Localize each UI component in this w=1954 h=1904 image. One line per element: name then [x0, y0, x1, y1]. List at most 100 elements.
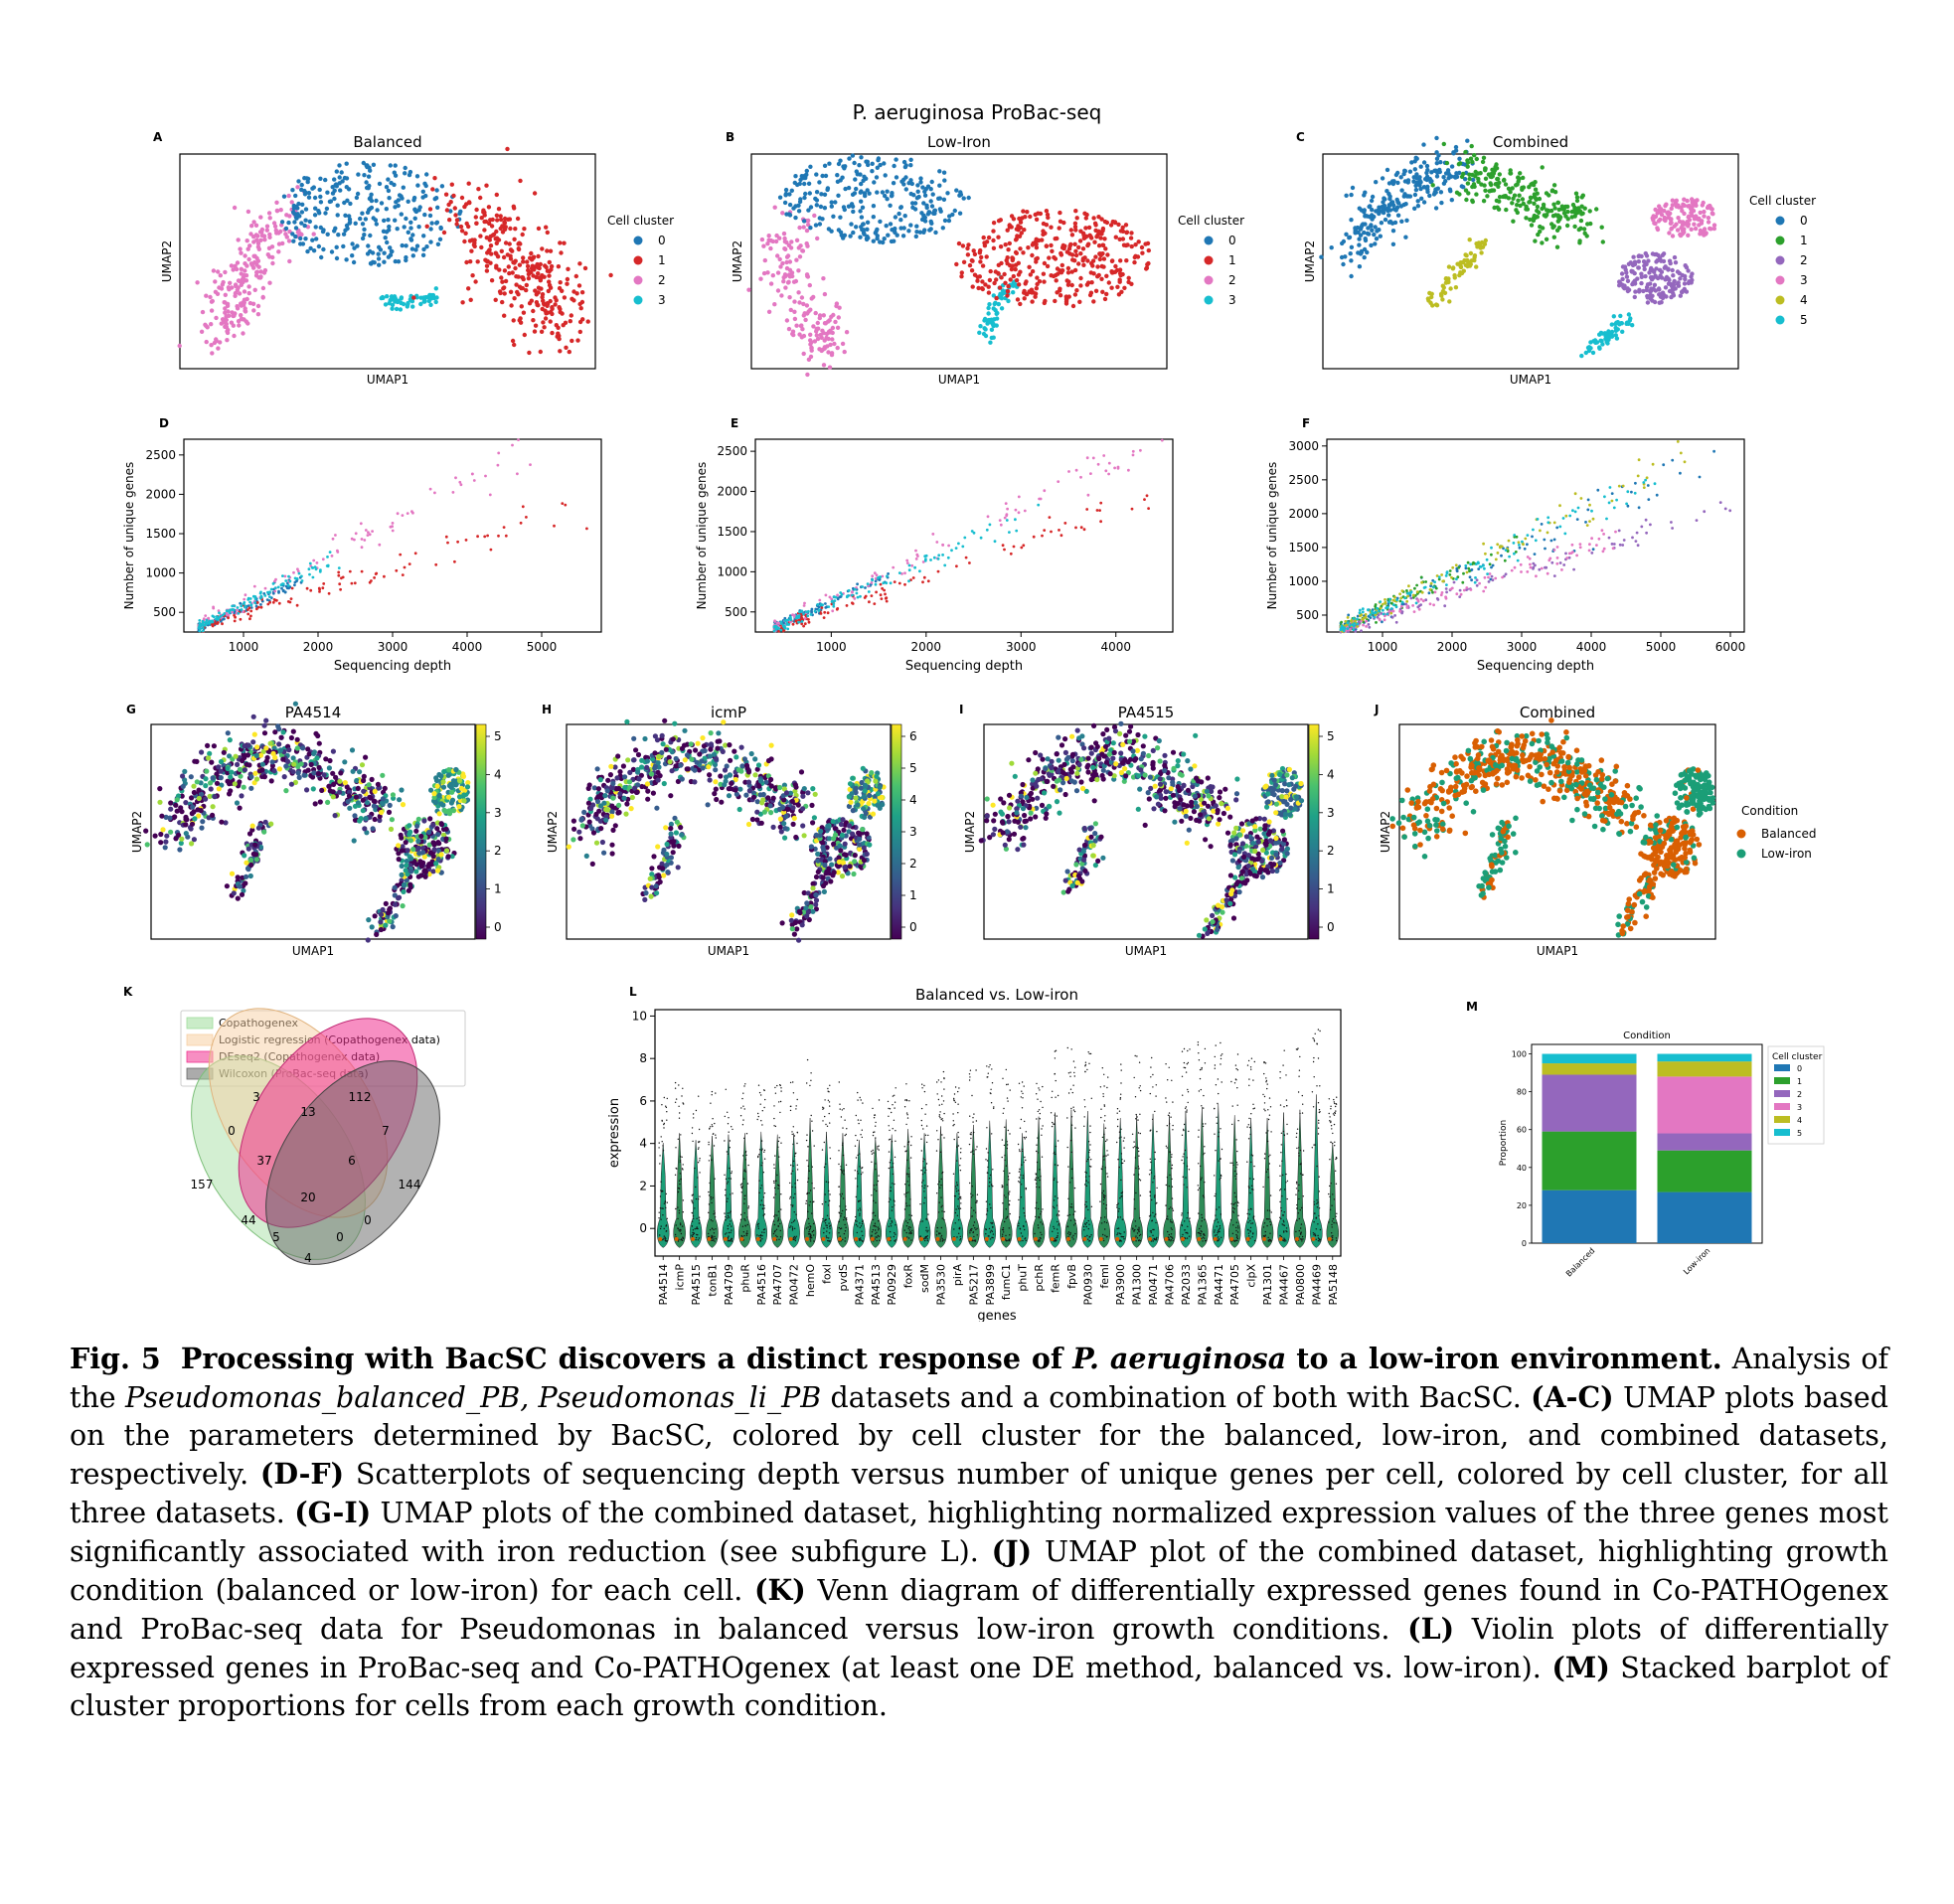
umap-point [789, 188, 794, 193]
scatter-point [1145, 494, 1149, 498]
umap-point [1069, 269, 1074, 274]
umap-point [1666, 266, 1671, 271]
umap-point [404, 254, 408, 260]
y-tick-label: 1000 [145, 566, 176, 580]
scatter-point [1670, 521, 1673, 524]
umap-point [299, 210, 305, 215]
umap-point [1447, 187, 1453, 192]
umap-point [768, 281, 774, 286]
umap-point [311, 248, 317, 253]
umap-point [846, 204, 852, 209]
umap-point [969, 257, 975, 263]
scatter-point [1063, 522, 1067, 525]
scatter-point [319, 568, 322, 572]
umap-point [261, 722, 267, 728]
y-tick-label: 2000 [1288, 507, 1319, 521]
scatter-point [217, 618, 221, 621]
scatter-point [516, 472, 519, 476]
umap-point [1502, 177, 1507, 183]
umap-point [990, 318, 995, 323]
umap-point [832, 341, 837, 347]
umap-point [324, 206, 330, 212]
scatter-point [941, 554, 944, 556]
umap-point [241, 279, 245, 285]
scatter-point [1532, 565, 1536, 569]
scatter-point [339, 587, 342, 591]
umap-point [1462, 177, 1468, 182]
scatter-point [1496, 552, 1500, 555]
umap-point [1586, 345, 1592, 350]
umap-point [797, 254, 803, 259]
umap-point [399, 295, 405, 300]
scatter-point [1043, 489, 1047, 493]
scatter-point [1340, 620, 1343, 624]
umap-point [306, 195, 312, 200]
umap-point [803, 191, 808, 197]
umap-point [204, 768, 210, 774]
umap-point [1626, 312, 1632, 317]
umap-point [414, 295, 419, 300]
umap-point [451, 193, 456, 199]
umap-point [1644, 261, 1649, 267]
umap-point [1117, 267, 1123, 272]
umap-point [1395, 213, 1401, 218]
scatter-point [1374, 604, 1378, 608]
umap-point [387, 224, 392, 230]
umap-point [420, 189, 425, 194]
umap-point [1663, 277, 1668, 282]
umap-point [794, 257, 799, 262]
umap-point [1531, 182, 1537, 188]
umap-point [196, 787, 202, 793]
umap-point [279, 220, 285, 225]
umap-point [305, 248, 310, 254]
umap-point [961, 196, 966, 201]
umap-point [369, 776, 375, 783]
scatter-point [1576, 506, 1580, 510]
umap-point [272, 224, 278, 229]
umap-point [996, 235, 1001, 239]
scatter-point [1516, 558, 1520, 562]
scatter-point [779, 622, 783, 625]
umap-point [498, 214, 503, 219]
scatter-point [1564, 552, 1567, 555]
scatter-point [354, 532, 358, 536]
scatter-point [1382, 608, 1384, 612]
umap-point [524, 282, 529, 288]
umap-point [1136, 239, 1141, 244]
umap-point [791, 332, 796, 338]
umap-point [1424, 163, 1430, 169]
umap-point [1433, 302, 1439, 307]
scatter-point [290, 586, 294, 590]
scatter-point [348, 569, 352, 573]
umap-point [489, 251, 494, 256]
umap-point [1421, 142, 1426, 147]
umap-point [1395, 200, 1400, 205]
umap-point [1010, 255, 1015, 260]
umap-point [403, 165, 407, 171]
umap-point [350, 241, 355, 246]
scatter-point [1411, 596, 1415, 599]
umap-point [774, 233, 779, 238]
umap-point [218, 340, 223, 345]
umap-point [1643, 273, 1648, 279]
umap-point [250, 714, 256, 719]
umap-point [268, 821, 274, 827]
umap-point [209, 299, 215, 304]
umap-point [1559, 204, 1565, 209]
scatter-point [907, 563, 911, 567]
umap-point [1364, 214, 1369, 219]
umap-point [1624, 270, 1629, 275]
scatter-point [446, 541, 449, 545]
umap-point [447, 218, 452, 223]
umap-point [801, 301, 806, 307]
umap-point [468, 297, 473, 302]
umap-point [1468, 250, 1474, 256]
umap-point [1697, 217, 1702, 223]
umap-point [1116, 292, 1122, 297]
scatter-point [221, 622, 224, 626]
umap-point [355, 785, 361, 792]
scatter-point [1441, 579, 1445, 583]
x-tick-label: 3000 [378, 640, 408, 654]
scatter-point [1085, 508, 1089, 511]
